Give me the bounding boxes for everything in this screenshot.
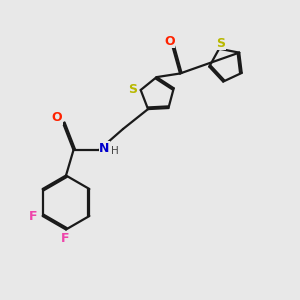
- Text: F: F: [29, 209, 37, 223]
- Text: S: S: [216, 37, 225, 50]
- Text: O: O: [52, 111, 62, 124]
- Text: S: S: [128, 83, 137, 97]
- Text: H: H: [111, 146, 119, 157]
- Text: O: O: [164, 34, 175, 48]
- Text: N: N: [99, 142, 110, 155]
- Text: F: F: [61, 232, 70, 245]
